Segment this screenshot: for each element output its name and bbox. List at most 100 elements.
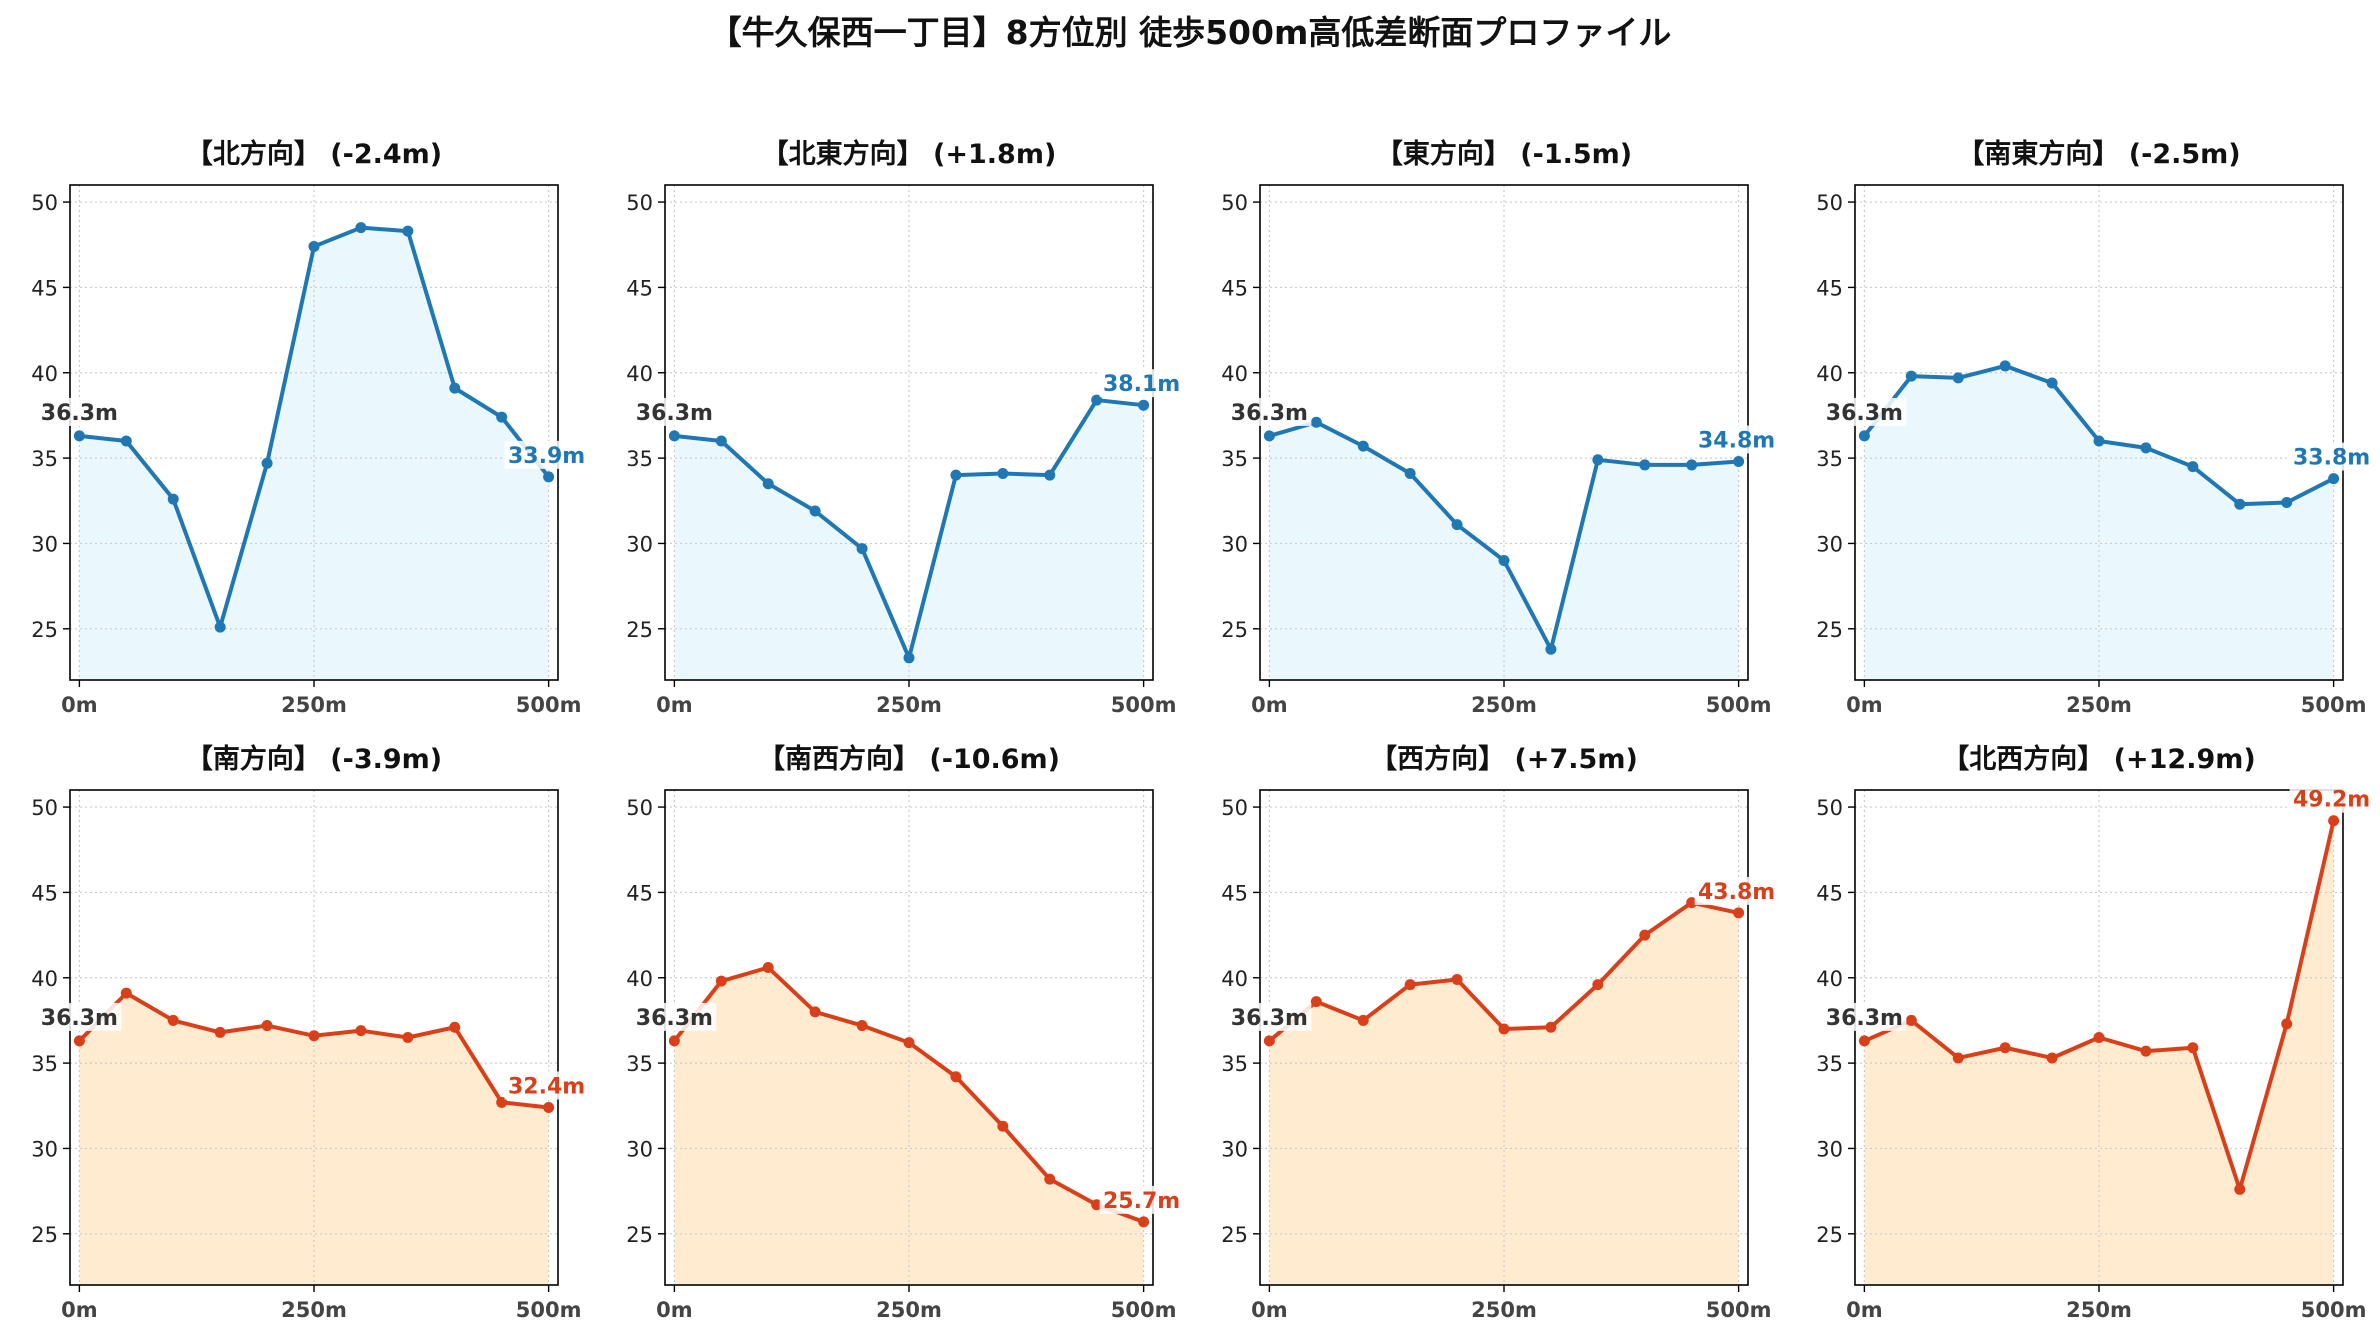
end-elevation-label: 25.7m (1103, 1189, 1180, 1214)
data-point (449, 1021, 461, 1033)
subplot-title: 【北東方向】 (+1.8m) (762, 138, 1057, 170)
data-point (1545, 643, 1557, 655)
end-elevation-label: 38.1m (1103, 372, 1180, 397)
data-point (668, 430, 680, 442)
start-elevation-label: 36.3m (636, 401, 713, 426)
end-elevation-label: 32.4m (508, 1074, 585, 1099)
data-point (355, 1025, 367, 1037)
data-point (1733, 907, 1745, 919)
data-point (214, 1026, 226, 1038)
y-tick-label: 25 (1816, 1223, 1843, 1247)
y-tick-label: 50 (1221, 796, 1248, 820)
end-label-box (504, 440, 589, 469)
data-point (120, 435, 132, 447)
data-point (308, 240, 320, 252)
data-point (762, 962, 774, 974)
data-point (261, 1020, 273, 1032)
x-tick-label: 250m (1471, 693, 1537, 717)
y-tick-label: 50 (626, 796, 653, 820)
y-tick-label: 50 (31, 796, 58, 820)
y-tick-label: 40 (31, 967, 58, 991)
x-tick-label: 0m (61, 1298, 98, 1322)
y-tick-label: 35 (1816, 1052, 1843, 1076)
data-point (715, 435, 727, 447)
y-tick-label: 50 (31, 191, 58, 215)
y-tick-label: 25 (1221, 1223, 1248, 1247)
x-tick-label: 250m (876, 693, 942, 717)
data-point (1310, 416, 1322, 428)
data-point (1498, 1023, 1510, 1035)
data-point (1357, 1014, 1369, 1026)
data-point (1858, 430, 1870, 442)
start-label-box (1822, 397, 1907, 426)
subplot-title: 【南方向】 (-3.9m) (186, 743, 442, 775)
y-tick-label: 25 (626, 618, 653, 642)
subplot-title: 【北方向】 (-2.4m) (186, 138, 442, 170)
elevation-area (1864, 820, 2334, 1285)
x-tick-label: 0m (1251, 1298, 1288, 1322)
y-tick-label: 40 (1221, 967, 1248, 991)
y-tick-label: 45 (1221, 276, 1248, 300)
x-tick-label: 500m (2301, 1298, 2367, 1322)
y-tick-label: 30 (1816, 1137, 1843, 1161)
x-tick-label: 250m (281, 693, 347, 717)
data-point (496, 411, 508, 423)
end-elevation-label: 49.2m (2293, 788, 2370, 813)
data-point (1639, 929, 1651, 941)
end-label-box (504, 1071, 589, 1100)
data-point (402, 1032, 414, 1043)
data-point (1592, 979, 1604, 991)
data-point (1310, 996, 1322, 1008)
data-point (1858, 1035, 1870, 1047)
y-tick-label: 30 (31, 1137, 58, 1161)
y-tick-label: 50 (1816, 796, 1843, 820)
start-elevation-label: 36.3m (41, 1006, 118, 1031)
subplot-title: 【東方向】 (-1.5m) (1376, 138, 1632, 170)
x-tick-label: 250m (2066, 693, 2132, 717)
y-tick-label: 25 (31, 1223, 58, 1247)
figure-title: 【牛久保西一丁目】8方位別 徒歩500m高低差断面プロファイル (709, 13, 1672, 52)
data-point (2093, 435, 2105, 447)
x-tick-label: 250m (281, 1298, 347, 1322)
y-tick-label: 35 (31, 447, 58, 471)
y-tick-label: 30 (31, 532, 58, 556)
data-point (809, 1006, 821, 1018)
y-tick-label: 35 (1816, 447, 1843, 471)
y-tick-label: 25 (1221, 618, 1248, 642)
data-point (167, 1014, 179, 1026)
x-tick-label: 250m (1471, 1298, 1537, 1322)
data-point (1138, 399, 1150, 411)
data-point (2046, 377, 2058, 389)
elevation-area (1269, 422, 1739, 680)
data-point (2093, 1032, 2105, 1043)
y-tick-label: 30 (1221, 532, 1248, 556)
end-label-box (1099, 369, 1184, 398)
start-elevation-label: 36.3m (1231, 1006, 1308, 1031)
y-tick-label: 45 (626, 276, 653, 300)
y-tick-label: 45 (1816, 881, 1843, 905)
data-point (73, 1035, 85, 1047)
data-point (2328, 815, 2340, 827)
data-point (1639, 459, 1651, 471)
data-point (1044, 469, 1056, 481)
x-tick-label: 500m (1111, 1298, 1177, 1322)
start-label-box (1227, 397, 1312, 426)
data-point (1952, 1052, 1964, 1064)
data-point (1733, 456, 1745, 468)
x-tick-label: 500m (516, 693, 582, 717)
x-tick-label: 0m (1251, 693, 1288, 717)
data-point (1686, 459, 1698, 471)
end-label-box (1694, 876, 1779, 905)
y-tick-label: 35 (626, 1052, 653, 1076)
data-point (543, 471, 555, 483)
data-point (950, 469, 962, 481)
end-elevation-label: 34.8m (1698, 429, 1775, 454)
y-tick-label: 35 (1221, 1052, 1248, 1076)
data-point (1404, 467, 1416, 479)
data-point (120, 987, 132, 999)
